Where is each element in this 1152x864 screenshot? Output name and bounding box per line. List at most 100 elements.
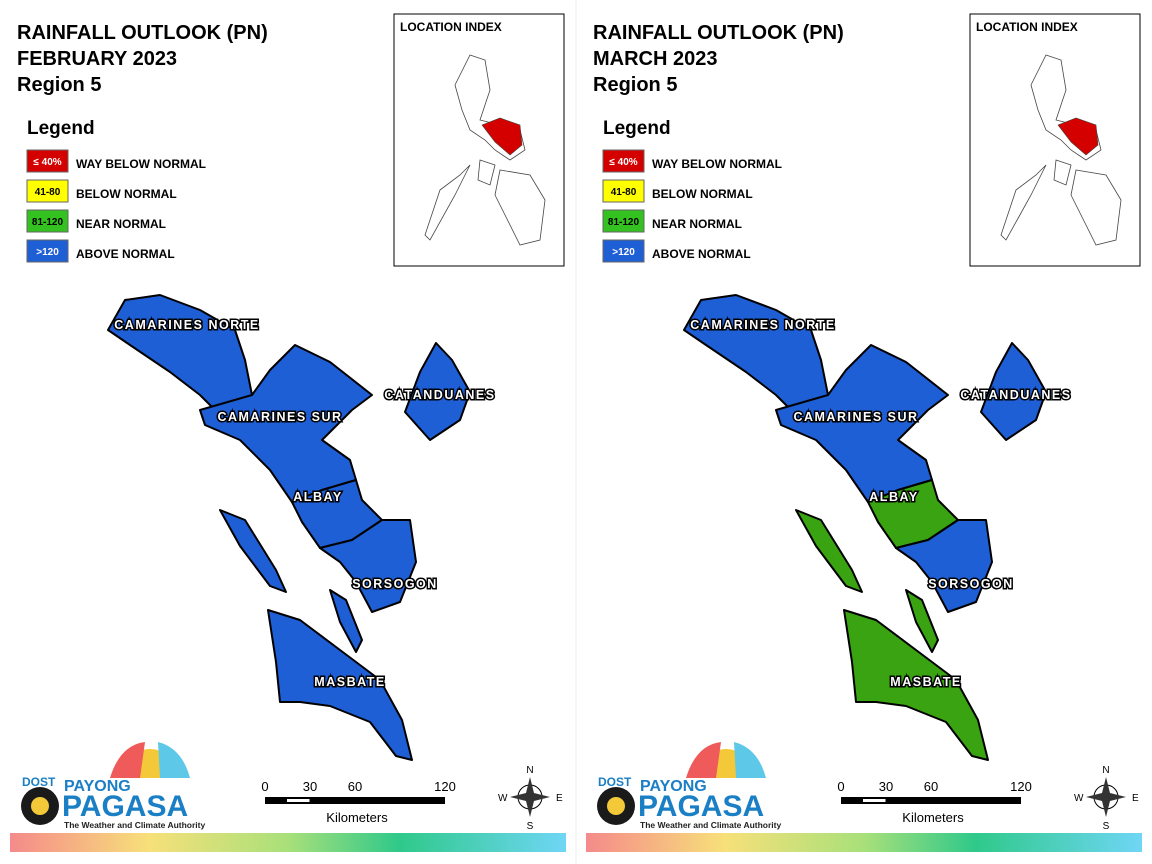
region: Region 5 [593, 74, 677, 96]
legend-title: Legend [27, 118, 95, 139]
swatch-label: ≤ 40% [33, 157, 61, 168]
legend-swatch [602, 149, 645, 173]
swatch-label: 41-80 [35, 187, 61, 198]
province [107, 294, 253, 411]
index-map [1000, 54, 1122, 246]
swatch-label: 81-120 [32, 217, 64, 228]
swatch-label: ≤ 40% [609, 157, 637, 168]
compass-s: S [1103, 821, 1110, 832]
province-label: CAMARINES SUR [217, 410, 342, 424]
index-highlight [1057, 117, 1099, 156]
logo-payong: PAYONG [64, 778, 131, 795]
scale-tick: 60 [348, 779, 362, 794]
title: RAINFALL OUTLOOK (PN) [593, 22, 844, 44]
legend-swatch [26, 179, 69, 203]
scale-segment [863, 799, 886, 802]
umbrella-blue [734, 742, 766, 778]
index-highlight [481, 117, 523, 156]
logo-tagline: The Weather and Climate Authority [64, 820, 205, 830]
swatch-label: 41-80 [611, 187, 637, 198]
logo-seal-inner [607, 797, 625, 815]
province [905, 589, 939, 653]
legend-label: WAY BELOW NORMAL [76, 157, 206, 171]
scale-segment [287, 799, 310, 802]
compass-star [1086, 777, 1126, 817]
scale-tick: 30 [879, 779, 893, 794]
umbrella-red [110, 742, 145, 778]
province-label: SORSOGON [928, 577, 1014, 591]
period: MARCH 2023 [593, 48, 717, 70]
panel: RAINFALL OUTLOOK (PN) MARCH 2023 Region 5 L… [586, 13, 1142, 852]
legend-label: ABOVE NORMAL [76, 247, 175, 261]
province-label: CAMARINES NORTE [690, 318, 835, 332]
compass-star [510, 777, 550, 817]
compass-e: E [1132, 793, 1139, 804]
compass-w: W [1074, 793, 1084, 804]
province [775, 344, 949, 503]
logo-tagline: The Weather and Climate Authority [640, 820, 781, 830]
compass-n: N [1102, 765, 1109, 776]
umbrella-blue [158, 742, 190, 778]
index-title: LOCATION INDEX [400, 20, 502, 34]
bottom-bar [586, 833, 1142, 852]
swatch-label: >120 [36, 247, 59, 258]
logo-seal-inner [31, 797, 49, 815]
legend-title: Legend [603, 118, 671, 139]
province [329, 589, 363, 653]
province-label: ALBAY [293, 490, 342, 504]
legend-label: ABOVE NORMAL [652, 247, 751, 261]
region: Region 5 [17, 74, 101, 96]
compass-n: N [526, 765, 533, 776]
scale-tick: 30 [303, 779, 317, 794]
legend-label: NEAR NORMAL [76, 217, 166, 231]
province [980, 342, 1047, 441]
title: RAINFALL OUTLOOK (PN) [17, 22, 268, 44]
index-title: LOCATION INDEX [976, 20, 1078, 34]
logo-payong: PAYONG [640, 778, 707, 795]
legend-label: WAY BELOW NORMAL [652, 157, 782, 171]
province-label: CATANDUANES [960, 388, 1071, 402]
panel: RAINFALL OUTLOOK (PN) FEBRUARY 2023 Region… [10, 13, 566, 852]
legend-swatch [602, 179, 645, 203]
province [319, 519, 417, 613]
province-label: ALBAY [869, 490, 918, 504]
scale-bar [841, 797, 1021, 804]
legend-swatch [26, 149, 69, 173]
index-map [424, 54, 546, 246]
legend-swatch [26, 209, 69, 233]
province [404, 342, 471, 441]
logo-pagasa: PAGASA [62, 790, 188, 823]
province [843, 609, 989, 761]
compass-e: E [556, 793, 563, 804]
scale-unit: Kilometers [326, 810, 388, 825]
legend-label: BELOW NORMAL [652, 187, 753, 201]
scale-tick: 0 [837, 779, 844, 794]
scale-tick: 60 [924, 779, 938, 794]
scale-tick: 0 [261, 779, 268, 794]
province-label: MASBATE [314, 675, 385, 689]
legend-swatch [602, 239, 645, 263]
scale-unit: Kilometers [902, 810, 964, 825]
scale-tick: 120 [1010, 779, 1032, 794]
province [199, 344, 373, 503]
swatch-label: >120 [612, 247, 635, 258]
logo-pagasa: PAGASA [638, 790, 764, 823]
logo-dost: DOST [22, 775, 56, 789]
scale-bar [265, 797, 445, 804]
province [267, 609, 413, 761]
bottom-bar [10, 833, 566, 852]
legend-label: BELOW NORMAL [76, 187, 177, 201]
legend-swatch [26, 239, 69, 263]
province-label: SORSOGON [352, 577, 438, 591]
logo-dost: DOST [598, 775, 632, 789]
scale-tick: 120 [434, 779, 456, 794]
legend-label: NEAR NORMAL [652, 217, 742, 231]
swatch-label: 81-120 [608, 217, 640, 228]
province-label: CAMARINES NORTE [114, 318, 259, 332]
province-label: MASBATE [890, 675, 961, 689]
compass-s: S [527, 821, 534, 832]
legend-swatch [602, 209, 645, 233]
province [683, 294, 829, 411]
compass-w: W [498, 793, 508, 804]
